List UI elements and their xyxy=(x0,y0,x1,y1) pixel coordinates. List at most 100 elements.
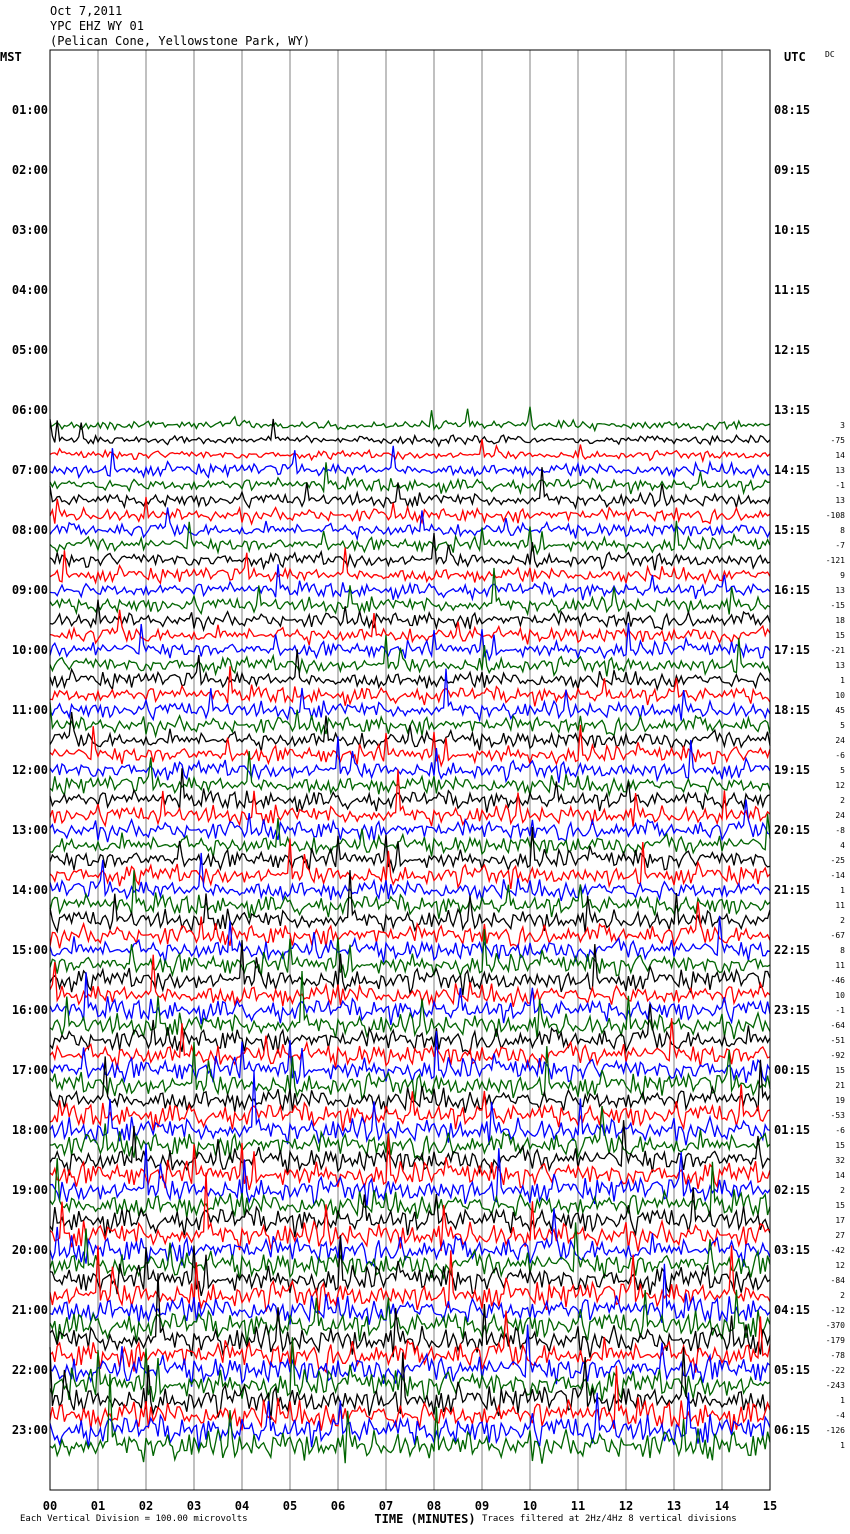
seismic-trace xyxy=(49,1041,771,1102)
dc-offset-value: 2 xyxy=(840,916,845,925)
utc-hour-label: 22:15 xyxy=(774,943,810,957)
dc-offset-value: 8 xyxy=(840,526,845,535)
dc-offset-value: -67 xyxy=(831,931,846,940)
dc-offset-value: -46 xyxy=(831,976,846,985)
x-axis-label: TIME (MINUTES) xyxy=(374,1512,475,1526)
minute-tick-label: 01 xyxy=(91,1499,105,1513)
mst-hour-label: 04:00 xyxy=(12,283,48,297)
dc-offset-value: 24 xyxy=(835,736,845,745)
dc-label: DC xyxy=(825,50,835,59)
seismic-trace xyxy=(49,1222,771,1281)
dc-offset-value: -53 xyxy=(831,1111,846,1120)
dc-offset-value: -42 xyxy=(831,1246,846,1255)
dc-offset-value: 3 xyxy=(840,421,845,430)
utc-hour-label: 23:15 xyxy=(774,1003,810,1017)
seismic-traces xyxy=(49,406,771,1464)
utc-hour-label: 10:15 xyxy=(774,223,810,237)
dc-offset-value: -84 xyxy=(831,1276,846,1285)
seismic-trace xyxy=(49,1143,771,1208)
minute-tick-label: 11 xyxy=(571,1499,585,1513)
dc-offset-value: -12 xyxy=(831,1306,846,1315)
dc-offset-value: 11 xyxy=(835,901,845,910)
chart-date: Oct 7,2011 xyxy=(50,4,123,18)
seismic-trace xyxy=(49,915,771,964)
dc-offset-value: 45 xyxy=(835,706,845,715)
utc-hour-label: 21:15 xyxy=(774,883,810,897)
utc-hour-label: 00:15 xyxy=(774,1063,810,1077)
dc-offset-value: 2 xyxy=(840,1186,845,1195)
minute-tick-label: 02 xyxy=(139,1499,153,1513)
seismic-trace xyxy=(49,954,771,1007)
dc-offset-value: 27 xyxy=(835,1231,845,1240)
dc-offset-value: -121 xyxy=(826,556,845,565)
minute-tick-label: 12 xyxy=(619,1499,633,1513)
utc-hour-label: 13:15 xyxy=(774,403,810,417)
seismic-trace xyxy=(49,467,771,510)
dc-offset-value: 4 xyxy=(840,841,845,850)
utc-hour-label: 16:15 xyxy=(774,583,810,597)
seismic-trace xyxy=(49,1071,771,1146)
seismic-trace xyxy=(49,1120,771,1176)
seismic-trace xyxy=(49,445,771,480)
seismic-trace xyxy=(49,496,771,526)
dc-offset-value: 8 xyxy=(840,946,845,955)
seismic-trace xyxy=(49,799,771,843)
dc-offset-value: 1 xyxy=(840,676,845,685)
dc-offset-value: -370 xyxy=(826,1321,845,1330)
mst-hour-label: 20:00 xyxy=(12,1243,48,1257)
utc-hour-label: 08:15 xyxy=(774,103,810,117)
minute-tick-label: 08 xyxy=(427,1499,441,1513)
seismic-trace xyxy=(49,852,771,902)
dc-offset-value: 5 xyxy=(840,766,845,775)
dc-offset-value: 1 xyxy=(840,1396,845,1405)
seismic-trace xyxy=(49,1289,771,1344)
utc-hour-label: 14:15 xyxy=(774,463,810,477)
dc-offset-value: -22 xyxy=(831,1366,846,1375)
seismic-trace xyxy=(49,1018,771,1070)
dc-offset-value: 18 xyxy=(835,616,845,625)
seismic-trace xyxy=(49,870,771,934)
mst-hour-label: 12:00 xyxy=(12,763,48,777)
mst-hour-label: 18:00 xyxy=(12,1123,48,1137)
seismic-trace xyxy=(49,1031,771,1084)
mst-hour-label: 23:00 xyxy=(12,1423,48,1437)
dc-offset-value: 15 xyxy=(835,1201,845,1210)
minute-tick-label: 04 xyxy=(235,1499,249,1513)
mst-hour-label: 15:00 xyxy=(12,943,48,957)
utc-hour-label: 09:15 xyxy=(774,163,810,177)
seismic-trace xyxy=(49,769,771,828)
seismic-trace xyxy=(49,901,771,949)
seismic-trace xyxy=(49,462,771,496)
dc-offset-value: 9 xyxy=(840,571,845,580)
dc-offset-value: -92 xyxy=(831,1051,846,1060)
mst-hour-label: 21:00 xyxy=(12,1303,48,1317)
seismic-trace xyxy=(49,547,771,586)
utc-hour-label: 18:15 xyxy=(774,703,810,717)
seismic-trace xyxy=(49,1235,771,1297)
station-location: (Pelican Cone, Yellowstone Park, WY) xyxy=(50,34,311,48)
mst-hour-label: 09:00 xyxy=(12,583,48,597)
dc-offset-value: 5 xyxy=(840,721,845,730)
mst-hour-label: 17:00 xyxy=(12,1063,48,1077)
dc-offset-value: 17 xyxy=(835,1216,845,1225)
mst-hour-label: 11:00 xyxy=(12,703,48,717)
dc-offset-value: 13 xyxy=(835,466,845,475)
seismic-trace xyxy=(49,406,771,433)
seismic-trace xyxy=(49,649,771,692)
seismic-trace xyxy=(49,609,771,646)
seismic-trace xyxy=(49,599,771,633)
dc-offset-value: -7 xyxy=(835,541,845,550)
seismic-trace xyxy=(49,826,771,875)
mst-hour-label: 03:00 xyxy=(12,223,48,237)
dc-offset-value: 10 xyxy=(835,691,845,700)
dc-offset-value: -243 xyxy=(826,1381,845,1390)
seismic-trace xyxy=(49,838,771,890)
seismic-trace xyxy=(49,1245,771,1314)
dc-offset-value: 12 xyxy=(835,781,845,790)
utc-hour-label: 04:15 xyxy=(774,1303,810,1317)
seismic-trace xyxy=(49,751,771,798)
dc-offset-value: 32 xyxy=(835,1156,845,1165)
dc-offset-value: -75 xyxy=(831,436,846,445)
seismic-trace xyxy=(49,711,771,752)
minute-tick-label: 13 xyxy=(667,1499,681,1513)
